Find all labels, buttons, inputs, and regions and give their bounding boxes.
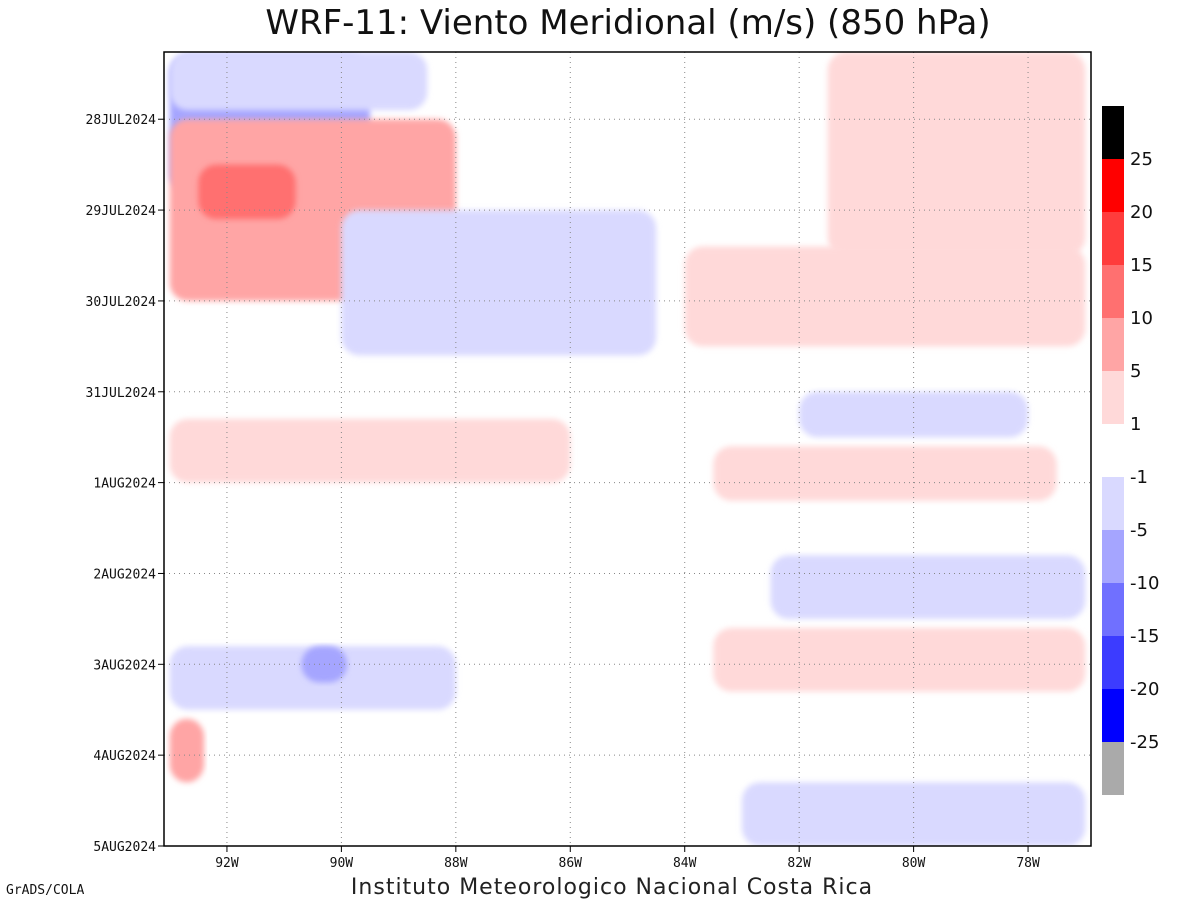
y-tick-label: 30JUL2024: [86, 295, 157, 310]
field-region-13: [770, 555, 1086, 619]
colorbar-label: -1: [1130, 467, 1148, 488]
field-region-4: [827, 52, 1086, 256]
y-tick-label: 2AUG2024: [93, 567, 156, 582]
x-axis: 92W 90W 88W 86W 84W 82W 80W 78W: [215, 846, 1040, 871]
field-region-1: [169, 52, 428, 111]
colorbar-swatch-6: [1102, 424, 1124, 477]
credit-label: GrADS/COLA: [6, 883, 84, 898]
colorbar-label: -10: [1130, 573, 1159, 594]
colorbar-swatch-1: [1102, 159, 1124, 212]
y-tick-label: 3AUG2024: [93, 658, 156, 673]
colorbar-swatch-12: [1102, 742, 1124, 795]
field-region-12: [713, 627, 1086, 692]
y-tick-label: 28JUL2024: [86, 113, 157, 128]
x-tick-label: 92W: [215, 856, 239, 871]
y-tick-label: 29JUL2024: [86, 204, 157, 219]
colorbar-swatch-9: [1102, 583, 1124, 636]
colorbar-label: -5: [1130, 520, 1148, 541]
colorbar-swatch-11: [1102, 689, 1124, 742]
chart-footer: Instituto Meteorologico Nacional Costa R…: [351, 875, 873, 900]
colorbar-label: 20: [1130, 202, 1153, 223]
chart-title: WRF-11: Viento Meridional (m/s) (850 hPa…: [265, 3, 990, 43]
x-tick-label: 86W: [559, 856, 583, 871]
colorbar-label: 15: [1130, 255, 1153, 276]
field-region-14: [713, 446, 1057, 501]
colorbar-swatch-0: [1102, 106, 1124, 159]
x-tick-label: 78W: [1016, 856, 1040, 871]
y-tick-label: 5AUG2024: [93, 840, 156, 855]
x-tick-label: 90W: [330, 856, 354, 871]
colorbar-label: 25: [1130, 149, 1153, 170]
x-tick-label: 80W: [902, 856, 926, 871]
field-region-9: [169, 419, 571, 483]
y-tick-label: 31JUL2024: [86, 386, 157, 401]
x-tick-label: 88W: [444, 856, 468, 871]
colorbar-swatch-2: [1102, 212, 1124, 265]
wind-field: [164, 52, 1091, 846]
colorbar-swatch-10: [1102, 636, 1124, 689]
x-tick-label: 84W: [673, 856, 697, 871]
colorbar-swatch-8: [1102, 530, 1124, 583]
colorbar-label: 1: [1130, 414, 1141, 435]
field-region-10: [169, 718, 205, 783]
field-region-6: [684, 246, 1086, 347]
plot-frame: [163, 51, 1092, 847]
field-region-11: [741, 782, 1086, 846]
colorbar: 25 20 15 10 5 1 -1 -5 -10 -15 -20 -25: [1102, 106, 1159, 795]
x-tick-label: 82W: [787, 856, 811, 871]
colorbar-label: -15: [1130, 626, 1159, 647]
colorbar-label: 5: [1130, 361, 1141, 382]
colorbar-swatch-4: [1102, 318, 1124, 371]
colorbar-swatch-5: [1102, 371, 1124, 424]
colorbar-label: 10: [1130, 308, 1153, 329]
y-tick-label: 4AUG2024: [93, 749, 156, 764]
colorbar-swatch-7: [1102, 477, 1124, 530]
field-region-3: [198, 164, 296, 220]
field-region-15: [799, 391, 1029, 438]
colorbar-swatch-3: [1102, 265, 1124, 318]
colorbar-label: -20: [1130, 679, 1159, 700]
colorbar-label: -25: [1130, 732, 1159, 753]
y-axis: 28JUL2024 29JUL2024 30JUL2024 31JUL2024 1AUG…: [86, 113, 164, 855]
y-tick-label: 1AUG2024: [93, 477, 156, 492]
field-region-5: [341, 210, 657, 356]
